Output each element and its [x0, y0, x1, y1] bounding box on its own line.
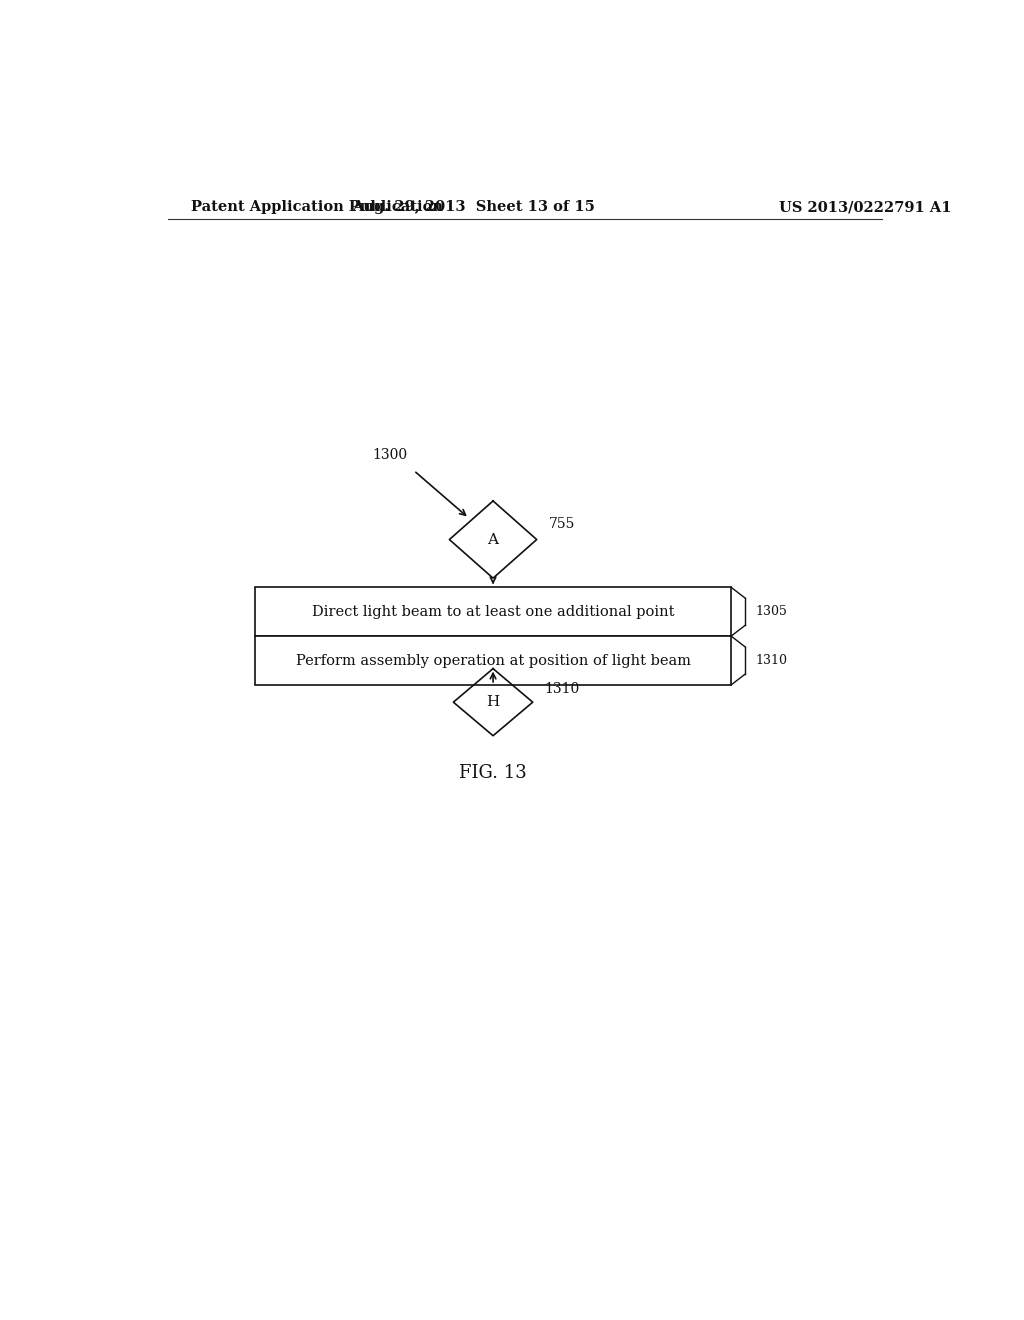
Text: Direct light beam to at least one additional point: Direct light beam to at least one additi… — [311, 605, 675, 619]
Text: 755: 755 — [549, 517, 575, 531]
Text: A: A — [487, 532, 499, 546]
Text: 1300: 1300 — [373, 449, 408, 462]
Text: 1310: 1310 — [545, 681, 580, 696]
Text: H: H — [486, 696, 500, 709]
Text: Patent Application Publication: Patent Application Publication — [191, 201, 443, 214]
Text: 1310: 1310 — [755, 653, 787, 667]
Bar — [255, 587, 731, 636]
Text: 1305: 1305 — [755, 605, 786, 618]
Text: FIG. 13: FIG. 13 — [459, 764, 527, 783]
Text: US 2013/0222791 A1: US 2013/0222791 A1 — [778, 201, 951, 214]
Bar — [255, 636, 731, 685]
Text: Aug. 29, 2013  Sheet 13 of 15: Aug. 29, 2013 Sheet 13 of 15 — [352, 201, 595, 214]
Text: Perform assembly operation at position of light beam: Perform assembly operation at position o… — [296, 653, 690, 668]
